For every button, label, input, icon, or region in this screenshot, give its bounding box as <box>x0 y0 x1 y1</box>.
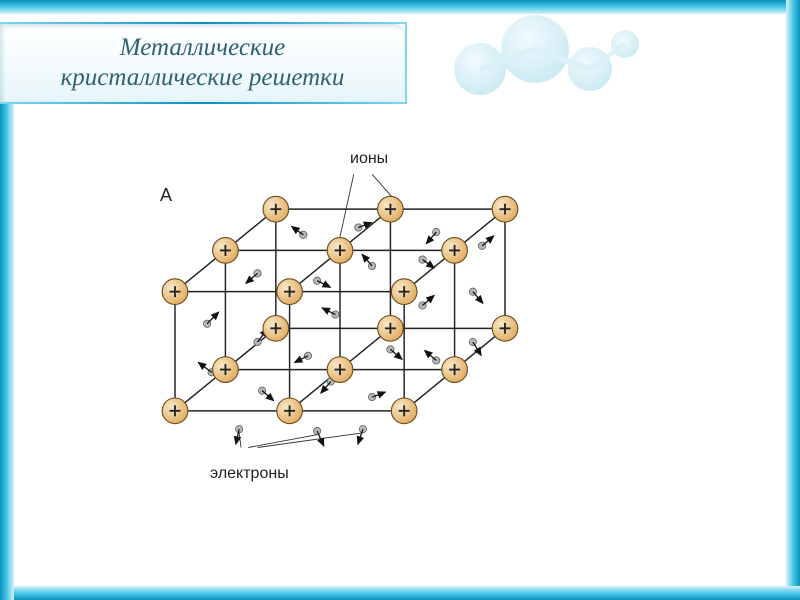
frame-bottom <box>0 586 800 600</box>
title-line-1: Металлические <box>120 34 285 61</box>
title-text: Металлические кристаллические решетки <box>61 33 345 93</box>
frame-right <box>786 0 800 600</box>
electrons-label: электроны <box>210 465 289 483</box>
ions-label: ионы <box>350 150 388 168</box>
slide: Металлические кристаллические решетки А … <box>0 0 800 600</box>
frame-left <box>0 100 14 600</box>
title-plaque: Металлические кристаллические решетки <box>0 22 407 104</box>
label-leader-lines <box>239 174 393 447</box>
lattice-svg <box>120 140 560 480</box>
molecule-decoration <box>440 14 660 104</box>
frame-top <box>0 0 800 14</box>
lattice-diagram: А ионы электроны <box>120 140 560 480</box>
title-line-2: кристаллические решетки <box>61 64 345 91</box>
panel-label: А <box>160 185 172 206</box>
